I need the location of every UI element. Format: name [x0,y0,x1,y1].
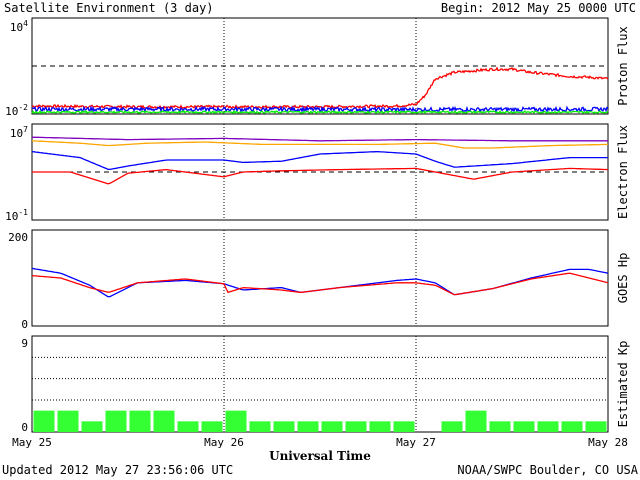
kp-bar-10 [273,421,295,432]
kp-bar-18 [465,410,487,432]
x-axis-title: Universal Time [269,449,371,463]
credit: NOAA/SWPC Boulder, CO USA [457,463,638,477]
electron-flux-ylabel: Electron Flux [616,125,630,219]
goes-hp-ylabel: GOES Hp [616,253,630,304]
kp-bar-15 [393,421,415,432]
kp-bar-6 [177,421,199,432]
xtick-may28: May 28 [588,436,628,449]
kp-bar-0 [33,410,55,432]
kp-bar-13 [345,421,367,432]
kp-bar-2 [81,421,103,432]
electron-ytick-bottom-exp: -1 [18,208,28,217]
proton-flux-ylabel: Proton Flux [616,26,630,105]
electron-series-red [32,167,609,185]
proton-ytick-bottom-exp: -2 [18,103,28,112]
proton-series-red [31,66,609,110]
xtick-may27: May 27 [396,436,436,449]
kp-bar-3 [105,410,127,432]
kp-ylabel: Estimated Kp [616,341,630,428]
electron-ytick-bottom-base: 10 [5,210,18,223]
kp-bar-20 [513,421,535,432]
proton-series-green [31,109,609,115]
kp-bar-9 [249,421,271,432]
kp-bar-7 [201,421,223,432]
kp-bar-5 [153,410,175,432]
electron-series-blue [31,150,608,171]
kp-bar-17 [441,421,463,432]
proton-ytick-top-base: 10 [10,21,23,34]
electron-ytick-top-base: 10 [10,127,23,140]
electron-ytick-top-exp: 7 [23,125,28,134]
proton-ytick-top-exp: 4 [23,19,28,28]
goes_hp-series-blue [31,267,609,298]
kp-bar-22 [561,421,583,432]
kp-bar-1 [57,410,79,432]
begin-time: Begin: 2012 May 25 0000 UTC [441,1,636,15]
kp-bar-14 [369,421,391,432]
chart-title: Satellite Environment (3 day) [4,1,214,15]
electron-series-purple [31,136,608,142]
proton-ytick-top: 104 [10,19,28,34]
kp-bar-19 [489,421,511,432]
kp-bar-11 [297,421,319,432]
goes-hp-panel [31,229,609,327]
kp-bar-12 [321,421,343,432]
kp-ytick-bottom: 0 [21,421,28,434]
kp-bar-8 [225,410,247,432]
electron-ytick-bottom: 10-1 [5,208,28,223]
xtick-may26: May 26 [204,436,244,449]
proton-ytick-bottom: 10-2 [5,103,28,118]
kp-bar-21 [537,421,559,432]
proton-series-blue [31,105,609,114]
chart-marks [31,18,609,432]
kp-bar-23 [585,421,607,432]
kp-bar-4 [129,410,151,432]
proton-ytick-bottom-base: 10 [5,105,18,118]
electron-ytick-top: 107 [10,125,28,140]
goes-hp-ytick-bottom: 0 [21,318,28,331]
kp-ytick-top: 9 [21,337,28,350]
goes_hp-series-red [31,272,609,296]
xtick-may25: May 25 [12,436,52,449]
updated-time: Updated 2012 May 27 23:56:06 UTC [2,463,233,477]
goes-hp-ytick-top: 200 [8,231,28,244]
electron-series-orange [31,140,608,149]
kp-panel [31,335,609,433]
